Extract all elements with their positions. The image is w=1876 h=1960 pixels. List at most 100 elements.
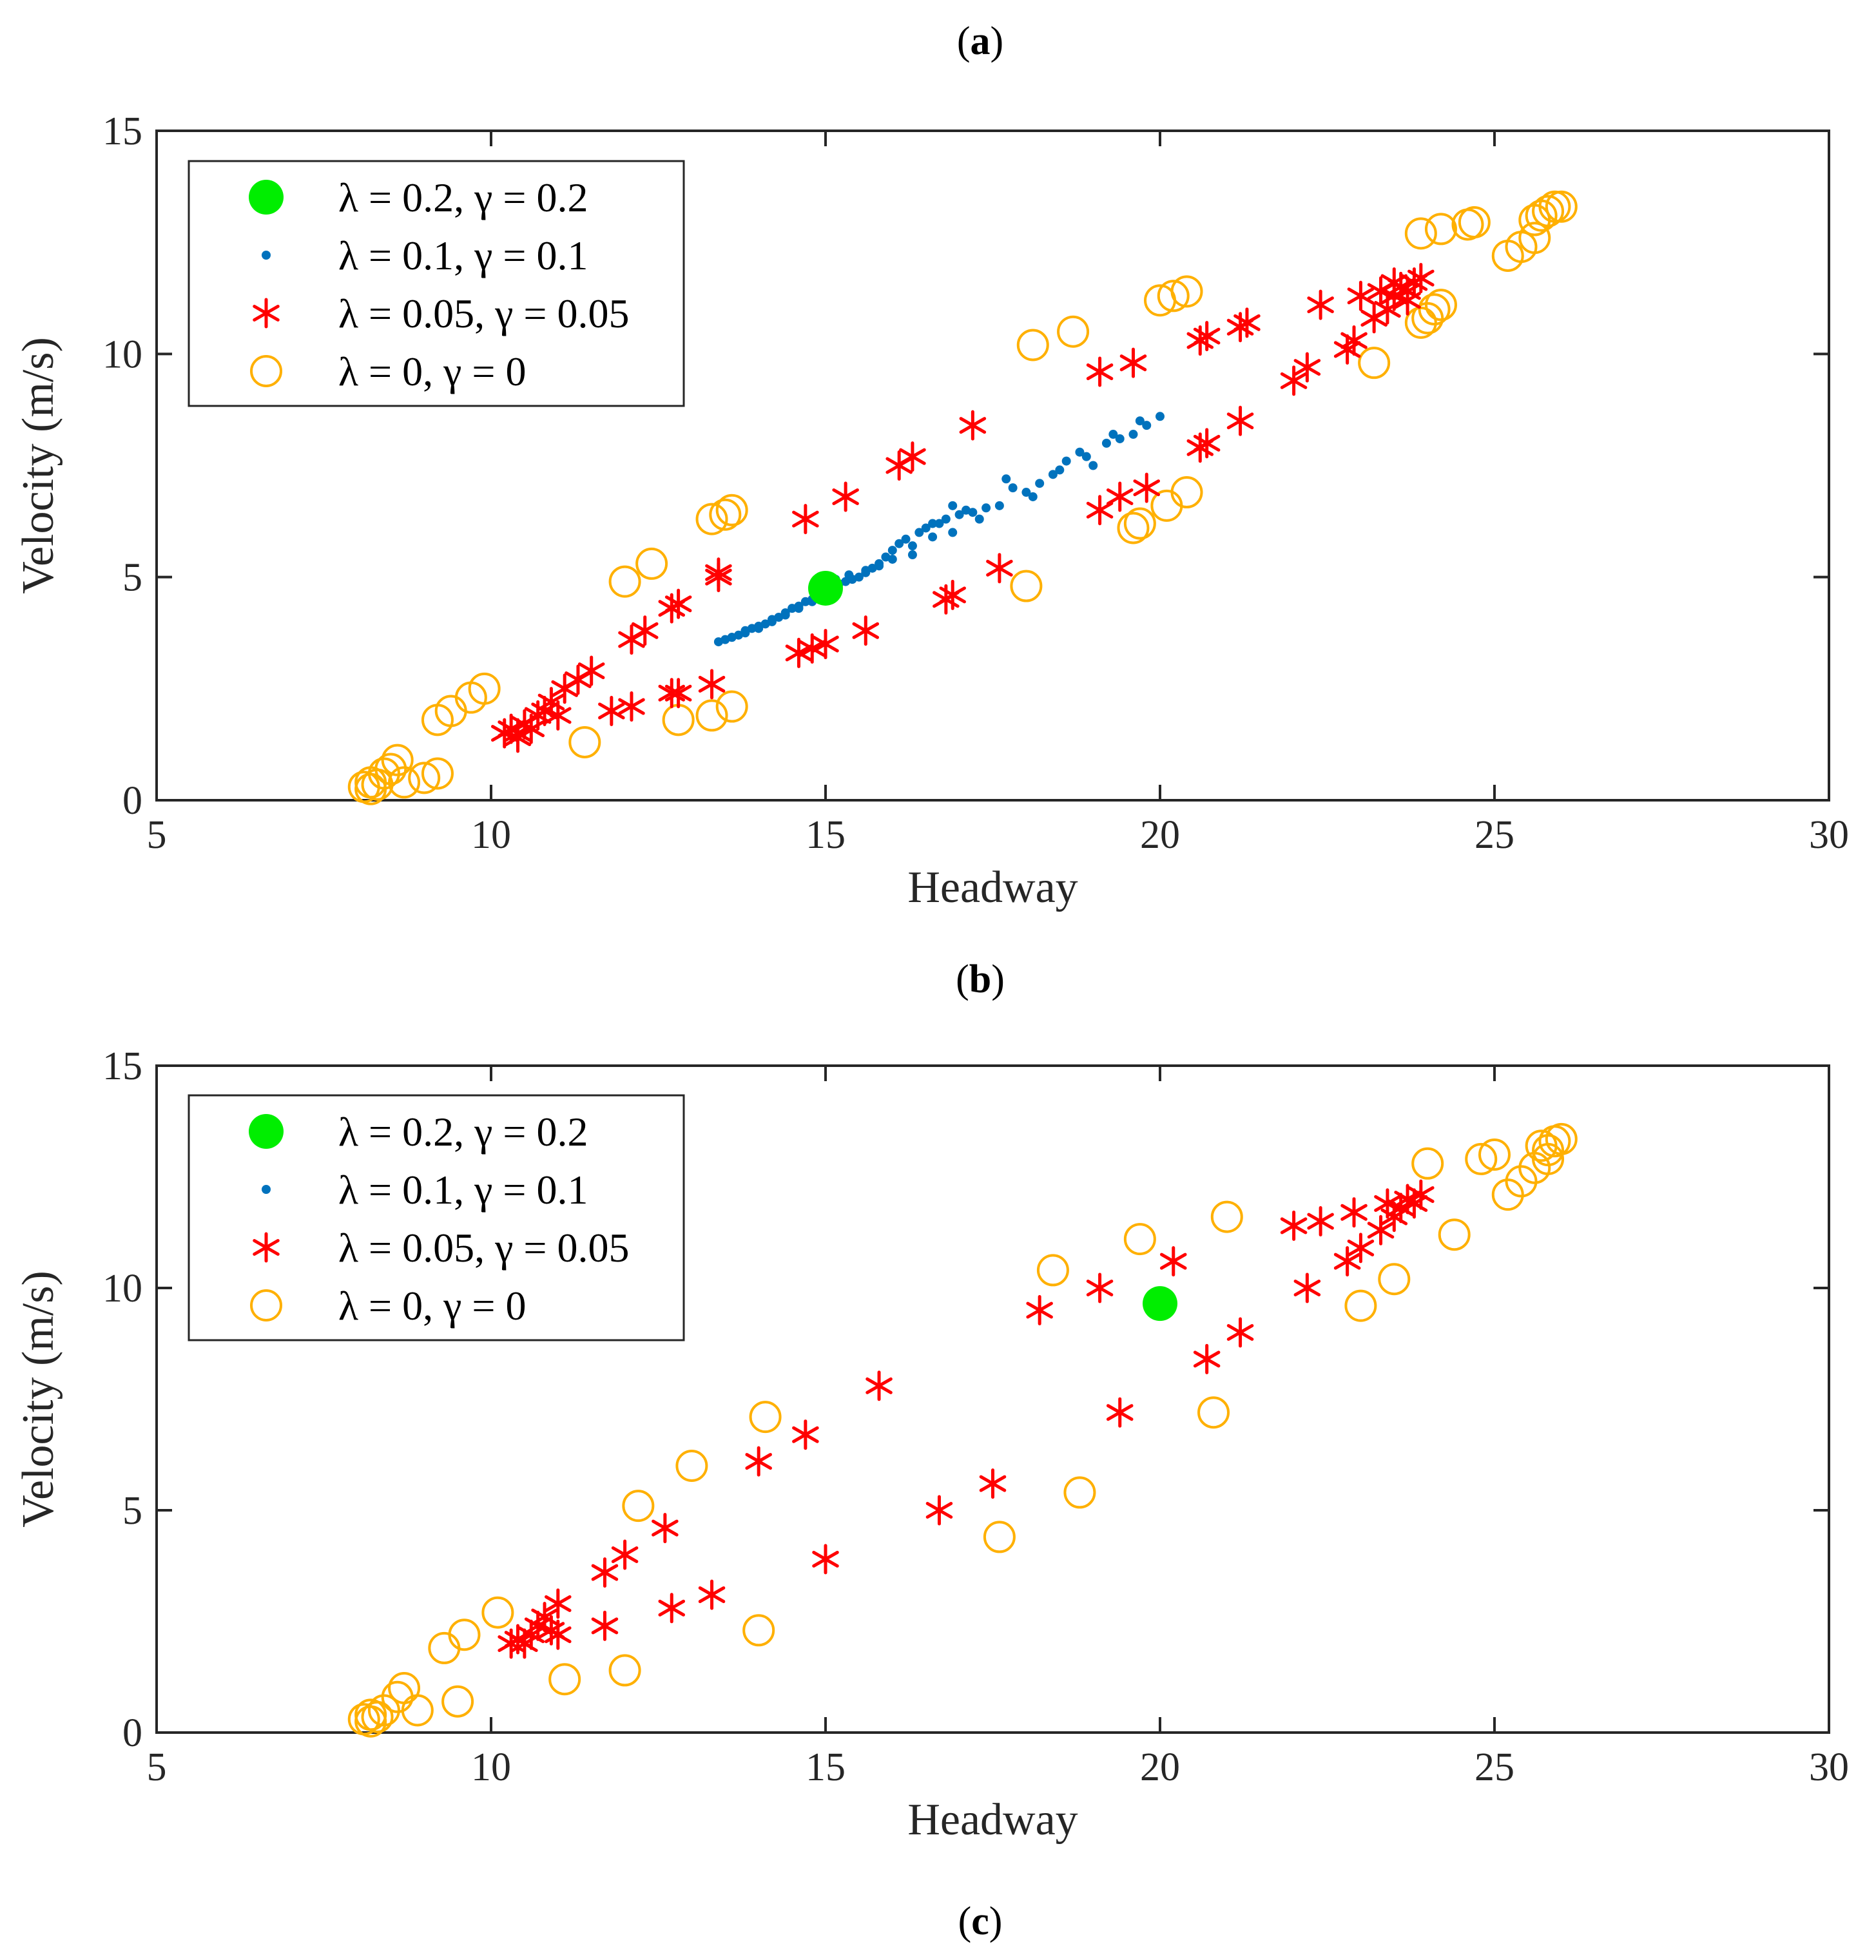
data-point-open-circle xyxy=(1197,1396,1230,1429)
data-point-open-circle xyxy=(695,503,728,535)
data-point-dot xyxy=(914,528,924,537)
data-point-open-circle xyxy=(388,766,421,799)
data-point-open-circle xyxy=(1123,1223,1156,1256)
data-point-asterisk xyxy=(939,579,966,610)
legend: λ = 0.2, γ = 0.2 λ = 0.1, γ = 0.1 λ = 0.05… xyxy=(188,1094,685,1341)
data-point-asterisk xyxy=(792,504,819,535)
data-point-open-circle xyxy=(388,1672,421,1704)
data-point-open-circle xyxy=(1010,570,1043,602)
data-point-dot xyxy=(794,604,804,613)
data-point-dot xyxy=(780,610,790,620)
data-point-open-circle xyxy=(742,1614,775,1647)
legend-label: λ = 0.1, γ = 0.1 xyxy=(338,1167,588,1213)
data-point-dot xyxy=(948,501,958,510)
data-point-open-circle xyxy=(1117,512,1150,544)
data-point-asterisk xyxy=(1347,280,1375,311)
data-point-open-circle xyxy=(1157,280,1190,312)
data-point-open-circle xyxy=(1458,206,1491,238)
data-point-asterisk xyxy=(1333,1246,1361,1277)
data-point-open-circle xyxy=(448,1619,481,1651)
data-point-dot xyxy=(982,503,991,513)
data-point-asterisk xyxy=(1226,405,1254,436)
data-point-open-circle xyxy=(1545,190,1578,223)
data-point-dot xyxy=(1008,483,1018,493)
data-point-dot xyxy=(727,633,737,642)
data-point-open-circle xyxy=(983,1521,1016,1553)
data-point-asterisk xyxy=(1293,352,1321,383)
data-point-dot xyxy=(861,566,871,575)
data-point-dot xyxy=(941,514,951,524)
data-point-open-circle xyxy=(1358,347,1391,380)
series-open-circle xyxy=(347,1122,1578,1738)
legend-marker-dot xyxy=(262,1185,271,1194)
data-point-asterisk xyxy=(1407,1179,1435,1210)
x-tick-label: 5 xyxy=(147,813,167,857)
data-point-dot xyxy=(901,534,911,544)
data-point-open-circle xyxy=(468,672,501,705)
data-point-asterisk xyxy=(852,615,880,646)
legend-label: λ = 0.2, γ = 0.2 xyxy=(338,1109,588,1155)
data-point-open-circle xyxy=(481,1596,514,1629)
data-point-open-circle xyxy=(374,753,407,785)
data-point-open-circle xyxy=(381,744,414,776)
data-point-asterisk xyxy=(1226,1317,1254,1348)
legend-marker-asterisk xyxy=(253,1232,280,1263)
data-point-asterisk xyxy=(1340,1197,1368,1228)
x-tick-label: 10 xyxy=(471,813,511,857)
x-axis-label: Headway xyxy=(907,863,1078,912)
data-point-dot xyxy=(1061,456,1071,466)
data-point-asterisk xyxy=(1133,472,1161,503)
data-point-open-circle xyxy=(1170,476,1203,509)
data-point-dot xyxy=(887,554,897,564)
panel-caption: (b) xyxy=(956,957,1005,1001)
data-point-open-circle xyxy=(441,1685,474,1718)
data-point-dot xyxy=(1135,416,1145,426)
x-tick-label: 15 xyxy=(806,813,846,857)
x-tick-label: 15 xyxy=(806,1745,846,1789)
legend-marker-asterisk xyxy=(253,298,280,329)
legend-label: λ = 0.05, γ = 0.05 xyxy=(338,1225,630,1271)
data-point-asterisk xyxy=(545,1619,572,1650)
data-point-dot xyxy=(928,519,938,528)
data-point-open-circle xyxy=(622,1490,655,1523)
data-point-dot xyxy=(907,541,917,551)
data-point-open-circle xyxy=(421,757,454,790)
data-point-open-circle xyxy=(1057,315,1090,348)
data-point-asterisk xyxy=(664,588,692,619)
legend-marker-dot xyxy=(262,251,271,260)
data-point-asterisk xyxy=(1407,263,1435,294)
axis-box xyxy=(155,130,1830,802)
data-point-dot xyxy=(954,510,964,519)
data-point-open-circle xyxy=(367,1694,400,1727)
x-tick-label: 20 xyxy=(1140,813,1180,857)
data-point-asterisk xyxy=(798,633,826,664)
data-point-open-circle xyxy=(715,494,748,526)
data-point-asterisk xyxy=(1380,267,1408,298)
data-point-open-circle xyxy=(361,1700,394,1733)
data-point-asterisk xyxy=(1280,365,1308,396)
data-point-asterisk xyxy=(658,1593,686,1624)
data-point-asterisk xyxy=(785,637,813,668)
data-point-open-circle xyxy=(608,565,641,598)
data-point-open-circle xyxy=(1424,213,1457,245)
x-tick-label: 5 xyxy=(147,1745,167,1789)
data-point-dot xyxy=(1021,488,1031,497)
legend-marker-filled-circle xyxy=(249,1114,284,1149)
data-point-asterisk xyxy=(545,700,572,731)
y-tick-label: 15 xyxy=(102,110,142,153)
data-point-open-circle xyxy=(608,1654,641,1687)
data-point-asterisk xyxy=(1086,356,1114,387)
x-tick-label: 30 xyxy=(1809,813,1849,857)
data-point-open-circle xyxy=(1491,1178,1524,1211)
data-point-dot xyxy=(875,561,884,571)
data-point-asterisk xyxy=(1119,347,1147,378)
data-point-asterisk xyxy=(1367,1215,1395,1245)
data-point-open-circle xyxy=(1424,289,1457,322)
data-point-dot xyxy=(894,539,904,548)
data-point-open-circle xyxy=(568,725,601,758)
data-point-dot xyxy=(921,523,931,533)
x-tick-label: 10 xyxy=(471,1745,511,1789)
data-point-open-circle xyxy=(1418,293,1451,326)
